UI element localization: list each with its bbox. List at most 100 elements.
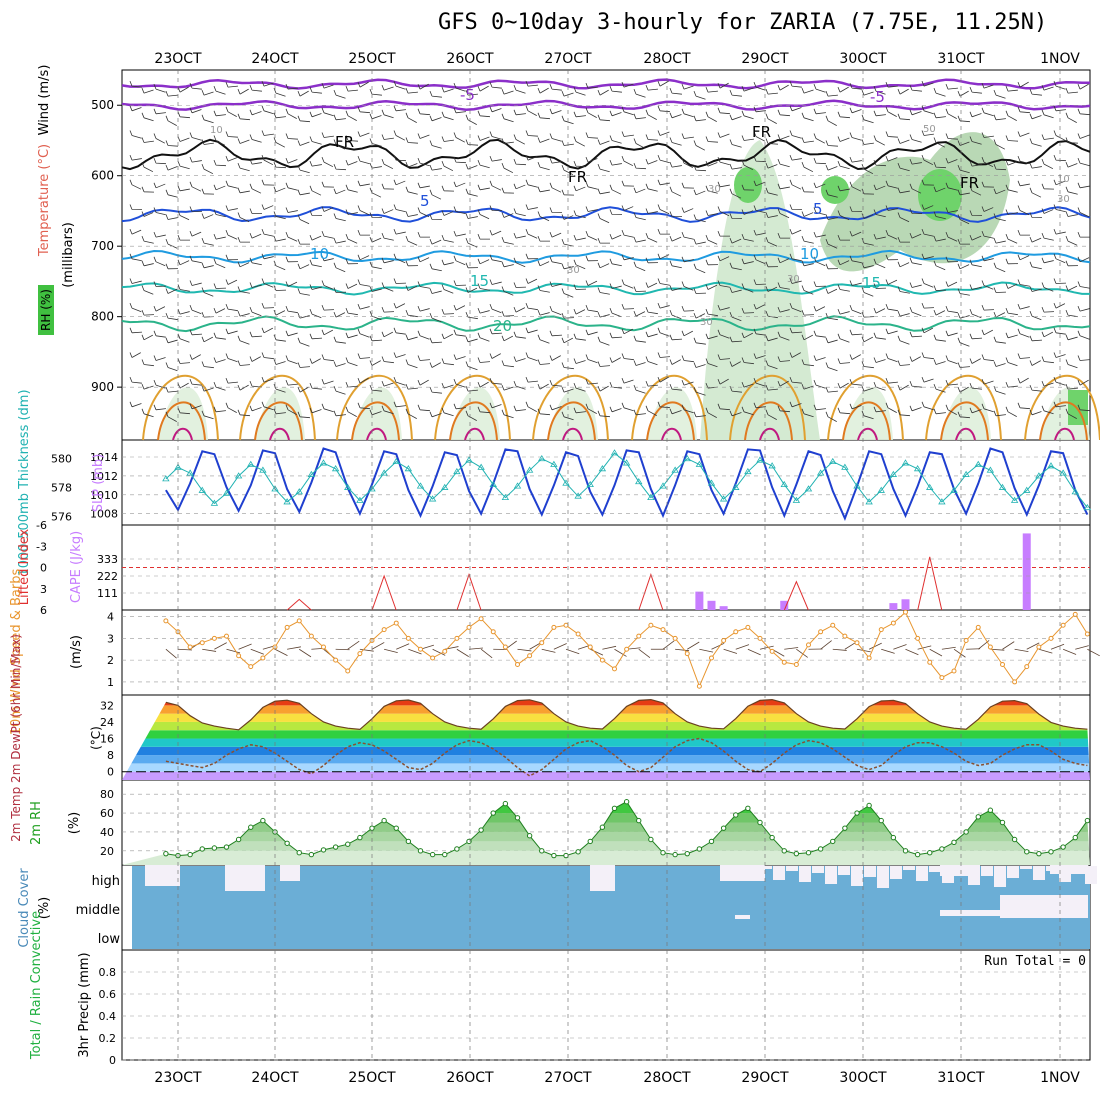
wind-barb [1017, 353, 1030, 359]
wind-barb [381, 208, 394, 214]
wind-barb [957, 288, 970, 296]
wind-barb [1041, 405, 1054, 415]
thickness-marker [489, 480, 497, 488]
wind-barb [633, 162, 647, 170]
wind-barb [261, 80, 274, 87]
wind-barb [801, 235, 814, 244]
cloud-gap [145, 865, 180, 886]
rh-core [918, 169, 962, 221]
wind-barb [741, 381, 754, 388]
wind-barb [1053, 228, 1066, 235]
wind-barb [393, 401, 406, 408]
wind-marker [733, 629, 739, 635]
slp-label: SLP (mb) [91, 454, 106, 513]
wind-barb [405, 334, 418, 341]
wind-barb [777, 282, 790, 290]
wind-barb [705, 358, 718, 368]
wind-barb [657, 401, 670, 409]
wind-barb [585, 329, 598, 336]
thickness-marker [1059, 469, 1067, 476]
wind-barb [357, 229, 370, 236]
wind-barb [177, 358, 190, 364]
wind-barb [213, 209, 226, 218]
wind-barb [765, 88, 778, 95]
thickness-marker [331, 465, 340, 472]
wind-barb [1038, 648, 1053, 654]
wind-barb [825, 337, 838, 344]
rh-marker [514, 815, 521, 821]
wind-barb [753, 155, 767, 163]
wind-barb [287, 646, 301, 650]
thickness-marker [986, 466, 995, 473]
wind-barb [873, 332, 886, 340]
wind-barb [861, 336, 874, 343]
wind10-label: 10m Wind Speed & Barbs [9, 569, 24, 736]
wind-barb [1002, 641, 1015, 650]
wind-barb [897, 162, 910, 172]
wind-barb [465, 114, 477, 126]
wind-barb [396, 643, 410, 650]
wind-barb [417, 256, 430, 263]
wind-barb [981, 230, 994, 239]
wind-barb [225, 229, 238, 240]
wind-barb [1017, 155, 1030, 165]
wind-barb [189, 107, 202, 114]
wind-barb [1017, 254, 1030, 261]
rh-band [122, 801, 1090, 804]
wind-barb [969, 234, 982, 241]
wind-barb [417, 281, 430, 289]
wind-barb [237, 138, 250, 144]
wind-barb [213, 135, 226, 146]
wind-barb [873, 184, 886, 191]
wind-barb [729, 114, 742, 121]
wind-barb [669, 235, 682, 242]
wind-marker [515, 661, 520, 667]
wind-barb [633, 138, 646, 149]
wind-barb [513, 232, 526, 239]
wind-barb [1041, 134, 1054, 140]
wind-marker [648, 622, 654, 628]
wind-barb [609, 135, 622, 144]
wind-barb [369, 335, 383, 342]
x-tick-label-bottom: 1NOV [1040, 1070, 1080, 1086]
thickness-marker [319, 459, 328, 466]
isotherm [121, 78, 1091, 90]
wind-barb [537, 285, 550, 293]
wind-barb [453, 181, 466, 188]
x-tick-label-top: 28OCT [643, 51, 691, 67]
rh-marker [526, 833, 533, 839]
wind-barb [273, 87, 286, 97]
wind-barb [129, 204, 143, 211]
wind-barb [813, 231, 826, 238]
cloud-gap [720, 865, 765, 881]
contour-label: FR [752, 123, 771, 141]
x-tick-label-bottom: 24OCT [251, 1070, 299, 1086]
rh-marker [284, 840, 290, 846]
wind-barb [249, 356, 261, 362]
wind-barb [849, 280, 862, 286]
wind-barb [801, 186, 815, 193]
wind-barb [723, 648, 738, 654]
wind-barb [153, 157, 167, 165]
precip-tick-label: 0 [109, 1054, 116, 1067]
wind-marker [987, 644, 993, 650]
wind-barb [1005, 332, 1018, 339]
wind-barb [429, 238, 442, 245]
wind-barb [753, 303, 766, 310]
wind-barb [309, 210, 323, 217]
wind-barb [1041, 380, 1054, 387]
wind-barb [297, 238, 310, 245]
precip-tick-label: 0.8 [99, 966, 117, 979]
wind-barb [165, 288, 178, 294]
wind-barb [393, 80, 406, 90]
wind-barb [429, 411, 442, 418]
wind-barb [693, 189, 706, 196]
wind-barb [1029, 384, 1042, 392]
rh-marker [1072, 834, 1078, 841]
wind-barb [201, 410, 214, 420]
wind-barb [945, 108, 957, 120]
wind-barb [573, 136, 586, 147]
rh-marker [672, 851, 678, 858]
isotherm-hot [172, 427, 193, 441]
wind-barb [645, 257, 659, 264]
